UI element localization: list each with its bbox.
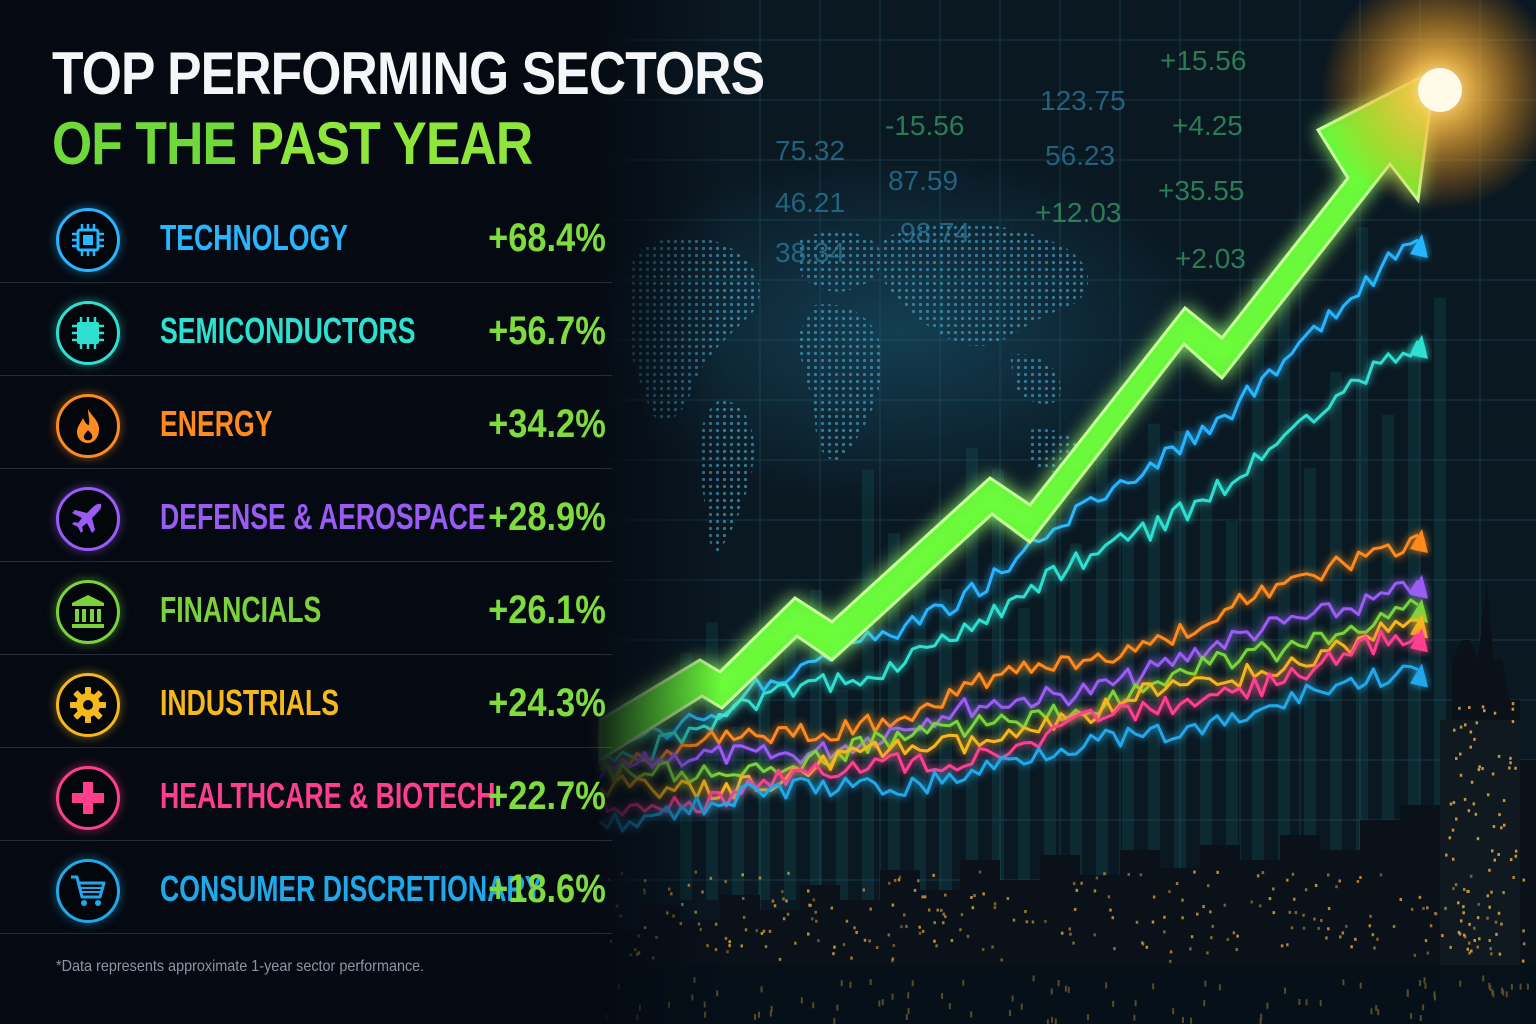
sector-value: +26.1% <box>488 588 606 632</box>
footnote: *Data represents approximate 1-year sect… <box>56 958 425 975</box>
chip-icon <box>56 208 120 272</box>
sector-value: +56.7% <box>488 309 606 353</box>
plane-icon <box>56 487 120 551</box>
sector-name: INDUSTRIALS <box>160 682 340 723</box>
sector-row-semiconductors: SEMICONDUCTORS +56.7% <box>0 282 612 376</box>
sector-name: TECHNOLOGY <box>160 217 348 258</box>
gear-icon <box>56 673 120 737</box>
title-line-2-prefix: OF THE <box>52 110 250 177</box>
sector-name: FINANCIALS <box>160 589 322 630</box>
cart-icon <box>56 859 120 923</box>
title-line-2: OF THE PAST YEAR <box>52 114 533 174</box>
sector-name: ENERGY <box>160 403 273 444</box>
medical-cross-icon <box>56 766 120 830</box>
flame-icon <box>56 394 120 458</box>
sector-value: +18.6% <box>488 867 606 911</box>
sector-value: +28.9% <box>488 495 606 539</box>
sector-row-energy: ENERGY +34.2% <box>0 375 612 469</box>
sector-row-consumer-discretionary: CONSUMER DISCRETIONARY +18.6% <box>0 840 612 934</box>
sector-name: SEMICONDUCTORS <box>160 310 416 351</box>
sector-row-defense-aerospace: DEFENSE & AEROSPACE +28.9% <box>0 468 612 562</box>
sector-value: +24.3% <box>488 681 606 725</box>
sector-row-healthcare-biotech: HEALTHCARE & BIOTECH +22.7% <box>0 747 612 841</box>
bank-icon <box>56 580 120 644</box>
title-highlight: PAST YEAR <box>249 110 534 177</box>
sector-row-technology: TECHNOLOGY +68.4% <box>0 189 612 283</box>
semiconductor-icon <box>56 301 120 365</box>
sector-value: +22.7% <box>488 774 606 818</box>
sector-value: +34.2% <box>488 402 606 446</box>
sector-row-financials: FINANCIALS +26.1% <box>0 561 612 655</box>
sector-name: CONSUMER DISCRETIONARY <box>160 868 543 909</box>
title-line-1: TOP PERFORMING SECTORS <box>52 40 765 107</box>
sector-name: DEFENSE & AEROSPACE <box>160 496 486 537</box>
sector-row-industrials: INDUSTRIALS +24.3% <box>0 654 612 748</box>
sector-name: HEALTHCARE & BIOTECH <box>160 775 496 816</box>
sector-value: +68.4% <box>488 216 606 260</box>
